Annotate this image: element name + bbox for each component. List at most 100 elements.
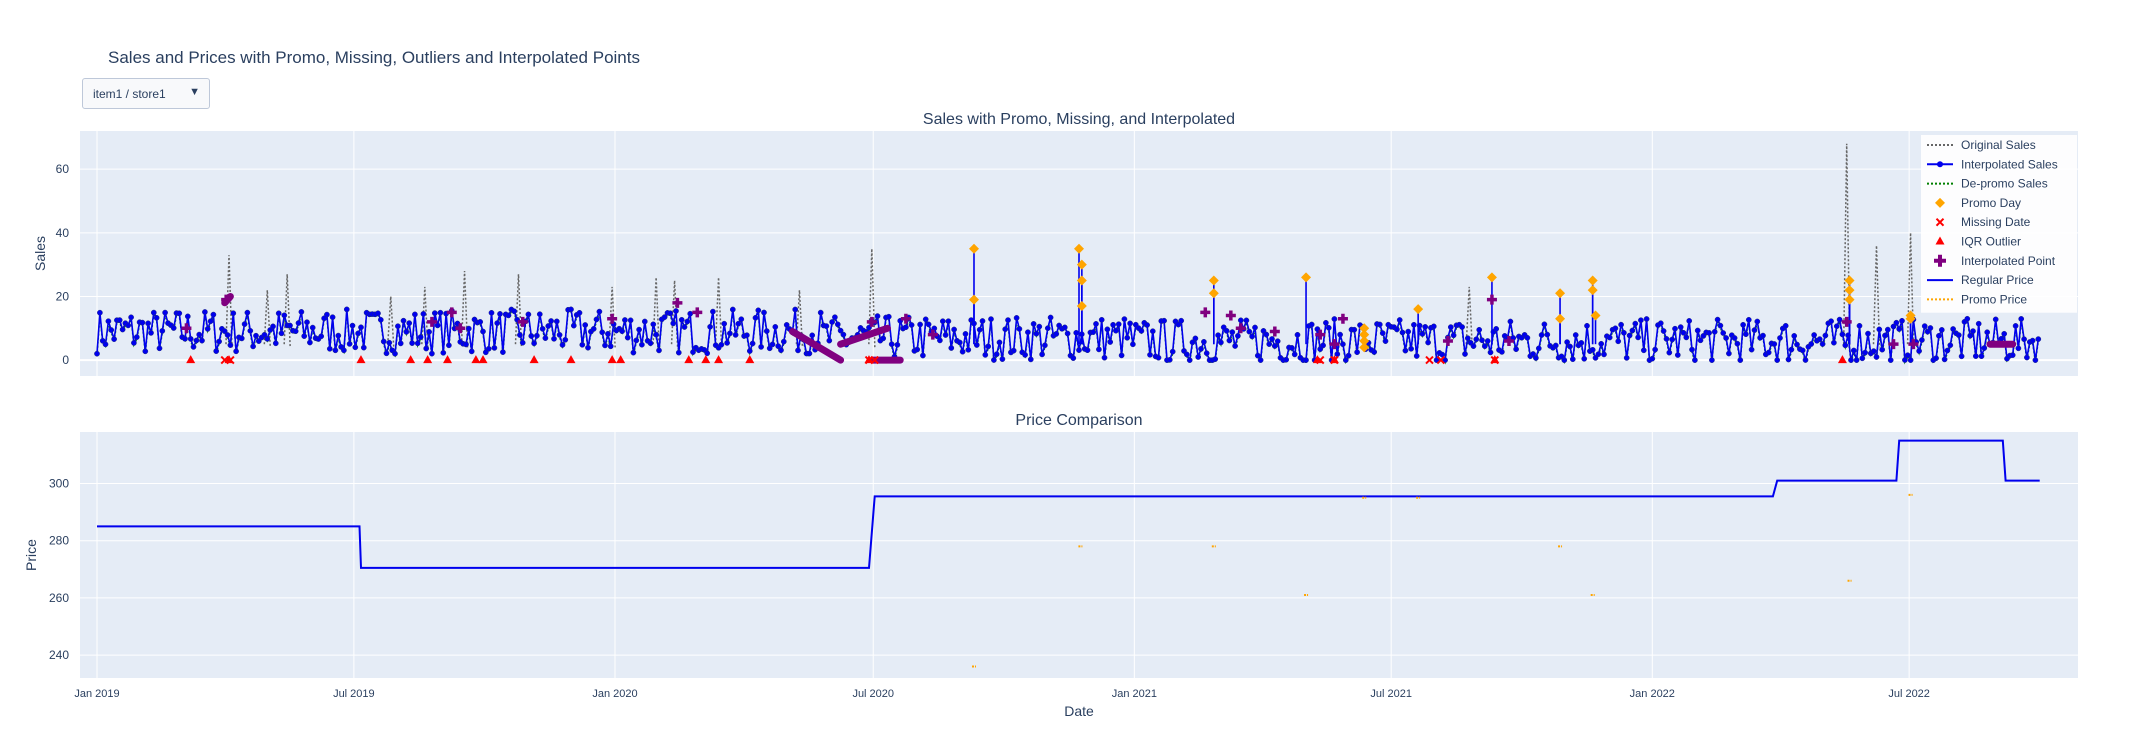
interpolated-point-marker <box>455 323 466 334</box>
interpolated-sales-point <box>1853 357 1860 363</box>
interpolated-sales-point <box>1147 351 1153 358</box>
dropdown-selected-value: item1 / store1 <box>93 87 166 101</box>
interpolated-sales-point <box>1865 330 1871 337</box>
price-plot-area <box>80 432 2078 678</box>
interpolated-sales-point <box>392 350 398 357</box>
interpolated-sales-point <box>2012 323 2019 329</box>
interpolated-sales-point <box>570 322 577 329</box>
interpolated-sales-point <box>1243 317 1250 324</box>
interpolated-sales-point <box>1115 321 1122 328</box>
interpolated-sales-point <box>1919 337 1925 343</box>
iqr-outlier-marker <box>684 355 694 364</box>
interpolated-sales-point <box>298 309 305 315</box>
dropdown-arrow-icon[interactable]: ▼ <box>189 86 200 98</box>
legend-interp-point-swatch <box>1934 254 1946 267</box>
promo-day-marker <box>1486 272 1497 283</box>
interpolated-sales-point <box>531 340 537 347</box>
interpolated-sales-point <box>355 330 361 337</box>
interpolated-sales-point <box>991 357 997 363</box>
interpolated-sales-point <box>1294 331 1301 338</box>
promo-day-marker <box>1208 275 1219 286</box>
interpolated-sales-point <box>1093 321 1099 327</box>
interpolated-sales-point <box>480 328 486 335</box>
interpolated-sales-point <box>667 310 674 317</box>
interpolated-sales-point <box>1215 332 1221 339</box>
interpolated-sales-point <box>1674 352 1681 358</box>
interpolated-sales-point <box>1657 320 1664 327</box>
interpolated-sales-point <box>559 342 566 348</box>
interpolated-sales-point <box>1090 329 1097 335</box>
series-selector-dropdown[interactable]: item1 / store1 ▼ <box>82 78 210 109</box>
interpolated-sales-point <box>494 320 501 326</box>
interpolated-sales-point <box>1771 341 1778 347</box>
interpolated-sales-point <box>1887 357 1894 363</box>
interpolated-sales-point <box>1130 341 1136 348</box>
interpolated-sales-point <box>1331 316 1338 322</box>
interpolated-sales-point <box>840 331 847 338</box>
interpolated-sales-point <box>1340 341 1346 348</box>
interpolated-sales-point <box>1873 354 1880 360</box>
interpolated-segment <box>837 324 891 348</box>
interpolated-sales-point <box>1669 336 1676 343</box>
interpolated-sales-point <box>1033 330 1040 337</box>
interpolated-sales-point <box>375 310 381 317</box>
interpolated-sales-point <box>125 322 132 329</box>
interpolated-sales-point <box>1723 335 1729 341</box>
interpolated-sales-point <box>1561 357 1568 363</box>
interpolated-sales-point <box>607 343 614 350</box>
interpolated-sales-point <box>1002 326 1009 333</box>
interpolated-sales-point <box>1203 350 1210 357</box>
interpolated-sales-point <box>1907 357 1914 363</box>
interpolated-sales-point <box>1743 331 1749 338</box>
interpolated-sales-point <box>885 313 892 320</box>
interpolated-sales-point <box>1955 332 1962 338</box>
interpolated-segment <box>788 328 845 364</box>
iqr-outlier-marker <box>478 355 488 364</box>
promo-day-marker <box>1844 294 1855 305</box>
interpolated-sales-point <box>624 334 631 341</box>
interpolated-point-marker <box>607 313 618 324</box>
legend-label-interpolated: Interpolated Sales <box>1961 157 2058 171</box>
interpolated-sales-point <box>1856 322 1863 329</box>
interpolated-sales-point <box>1010 347 1017 354</box>
interpolated-sales-point <box>1121 316 1128 322</box>
interpolated-sales-point <box>210 311 217 318</box>
interpolated-sales-point <box>324 311 330 318</box>
iqr-outlier-marker <box>423 355 433 364</box>
interpolated-sales-point <box>190 344 197 350</box>
interpolated-sales-point <box>1263 331 1270 338</box>
interpolated-sales-point <box>1376 321 1383 328</box>
interpolated-point-marker <box>1235 323 1246 334</box>
interpolated-sales-point <box>1944 347 1951 354</box>
interpolated-sales-point <box>1848 357 1854 363</box>
interpolated-sales-point <box>605 330 611 337</box>
interpolated-sales-point <box>1916 348 1922 354</box>
interpolated-sales-point <box>349 322 356 329</box>
interpolated-sales-point <box>1850 347 1857 354</box>
interpolated-sales-point <box>1782 322 1789 329</box>
interpolated-sales-point <box>304 319 310 326</box>
legend-label-regular-price: Regular Price <box>1961 273 2034 287</box>
interpolated-sales-point <box>241 321 248 327</box>
interpolated-sales-point <box>982 352 989 358</box>
interpolated-sales-point <box>746 348 753 354</box>
interpolated-sales-point <box>159 328 166 334</box>
interpolated-sales-point <box>1816 336 1823 342</box>
interpolated-sales-point <box>1859 355 1866 362</box>
interpolated-sales-point <box>1382 338 1389 344</box>
interpolated-sales-point <box>988 316 994 322</box>
interpolated-point-marker <box>927 329 938 340</box>
interpolated-sales-point <box>1399 329 1406 336</box>
interpolated-sales-point <box>939 318 946 325</box>
interpolated-sales-point <box>1615 338 1622 345</box>
interpolated-sales-point <box>749 340 756 347</box>
interpolated-sales-point <box>1921 323 1928 329</box>
interpolated-sales-point <box>434 322 441 329</box>
interpolated-sales-point <box>1899 317 1905 324</box>
interpolated-sales-point <box>710 308 716 315</box>
interpolated-point-marker <box>900 313 911 324</box>
interpolated-sales-point <box>1476 326 1483 333</box>
interpolated-sales-point <box>675 349 682 356</box>
interpolated-sales-point <box>139 319 146 326</box>
interpolated-sales-point <box>727 330 733 337</box>
